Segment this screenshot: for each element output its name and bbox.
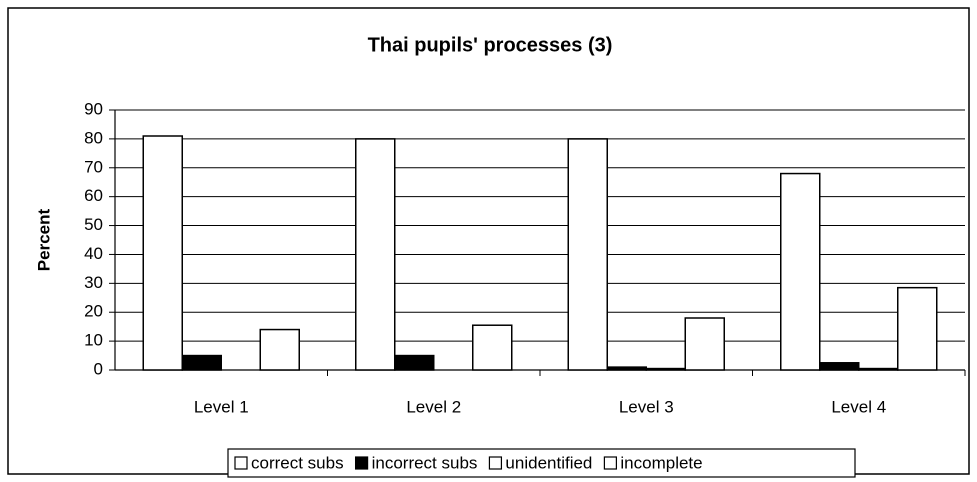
bar bbox=[897, 286, 938, 371]
x-tick-label: Level 3 bbox=[619, 397, 674, 416]
x-tick-label: Level 4 bbox=[831, 397, 886, 416]
y-tick-label: 40 bbox=[84, 244, 103, 263]
legend-label: incorrect subs bbox=[372, 453, 478, 472]
y-tick-label: 90 bbox=[84, 99, 103, 118]
bar bbox=[684, 317, 725, 371]
y-tick-label: 10 bbox=[84, 331, 103, 350]
bar bbox=[394, 354, 435, 371]
legend-box bbox=[227, 448, 856, 478]
bar bbox=[142, 135, 183, 371]
bar bbox=[780, 172, 821, 371]
bar bbox=[819, 362, 860, 371]
legend-label: unidentified bbox=[505, 453, 592, 472]
y-tick-label: 20 bbox=[84, 302, 103, 321]
y-tick-label: 50 bbox=[84, 215, 103, 234]
legend-swatch bbox=[234, 456, 248, 470]
y-tick-label: 60 bbox=[84, 186, 103, 205]
legend-label: incomplete bbox=[620, 453, 702, 472]
legend-swatch bbox=[603, 456, 617, 470]
y-tick-label: 30 bbox=[84, 273, 103, 292]
chart-title: Thai pupils' processes (3) bbox=[368, 34, 613, 56]
bar bbox=[472, 324, 513, 371]
bar bbox=[181, 354, 222, 371]
x-tick-label: Level 2 bbox=[406, 397, 461, 416]
y-tick-label: 80 bbox=[84, 128, 103, 147]
bar bbox=[606, 366, 647, 371]
bar bbox=[567, 138, 608, 371]
y-tick-label: 70 bbox=[84, 157, 103, 176]
bar bbox=[858, 367, 899, 371]
legend-label: correct subs bbox=[251, 453, 344, 472]
bar bbox=[645, 367, 686, 371]
y-tick-label: 0 bbox=[94, 359, 103, 378]
bar bbox=[355, 138, 396, 371]
y-axis-label: Percent bbox=[34, 208, 53, 271]
legend-swatch bbox=[488, 456, 503, 470]
legend-swatch bbox=[354, 456, 369, 470]
bar bbox=[259, 328, 300, 371]
x-tick-label: Level 1 bbox=[194, 397, 249, 416]
